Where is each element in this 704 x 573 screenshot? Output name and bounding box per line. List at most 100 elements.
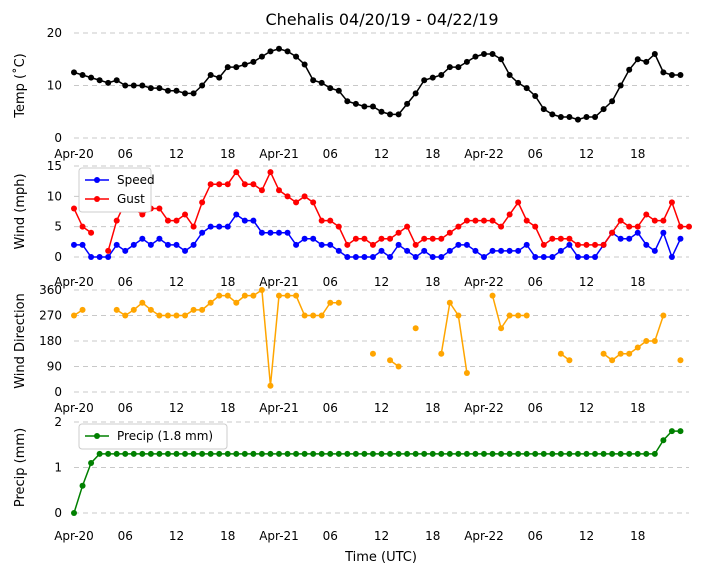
data-point — [310, 450, 317, 457]
x-tick-label: Apr-20 — [54, 147, 94, 161]
data-point — [267, 450, 274, 457]
data-point — [71, 510, 77, 516]
data-point — [677, 72, 684, 78]
x-tick-label: 12 — [579, 275, 594, 289]
data-point — [361, 254, 368, 260]
data-point — [481, 450, 487, 457]
panel-wind: 0 5 10 15 Wind (mph) Apr-20 06 12 18 Apr-21 06 12 18… — [13, 159, 692, 289]
x-tick-label: 06 — [528, 529, 543, 543]
data-point — [387, 111, 394, 118]
x-tick-label: 06 — [323, 147, 338, 161]
data-point — [284, 292, 291, 299]
data-point — [532, 223, 539, 230]
x-tick-label: Apr-21 — [259, 147, 299, 161]
data-point — [71, 312, 77, 319]
data-point — [139, 211, 146, 218]
x-tick-label: 18 — [425, 401, 440, 415]
data-point — [96, 77, 103, 84]
data-point — [258, 450, 265, 457]
data-point — [404, 223, 411, 230]
data-point — [532, 254, 539, 260]
data-point — [113, 450, 120, 457]
data-point — [224, 181, 231, 188]
data-point — [378, 450, 385, 457]
data-point — [164, 87, 171, 94]
data-point — [651, 51, 658, 57]
data-point — [566, 235, 573, 242]
x-tick-label: 06 — [118, 147, 133, 161]
data-point — [626, 223, 633, 230]
data-point — [71, 241, 77, 248]
data-point — [327, 450, 334, 457]
x-tick-label: 12 — [374, 147, 389, 161]
data-point — [523, 450, 530, 457]
data-point — [164, 217, 171, 224]
data-point — [122, 312, 129, 319]
data-point — [310, 199, 317, 206]
x-tick-label: 18 — [630, 401, 645, 415]
legend-swatch-marker — [94, 196, 100, 202]
data-point — [438, 450, 445, 457]
data-point — [276, 450, 282, 457]
data-point — [233, 299, 240, 306]
data-point — [267, 169, 274, 176]
data-point — [216, 223, 223, 230]
data-point — [224, 450, 231, 457]
data-point — [105, 254, 112, 260]
data-point — [96, 254, 103, 260]
data-point — [498, 450, 505, 457]
data-point — [387, 357, 394, 364]
data-point — [156, 235, 163, 242]
data-point — [284, 48, 291, 55]
data-point — [660, 229, 667, 236]
data-point — [463, 217, 470, 224]
data-point — [668, 254, 675, 260]
data-point — [421, 450, 428, 457]
data-point — [130, 306, 137, 313]
data-point — [626, 235, 633, 242]
series-line — [73, 47, 681, 121]
data-point — [566, 241, 573, 248]
data-point — [506, 72, 513, 78]
data-point — [258, 53, 265, 60]
data-point — [182, 90, 189, 97]
x-tick-label: 06 — [323, 529, 338, 543]
data-point — [677, 223, 684, 230]
data-point — [429, 450, 436, 457]
data-point — [173, 450, 180, 457]
x-tick-label: 06 — [118, 529, 133, 543]
data-point — [506, 312, 513, 319]
data-point — [574, 254, 581, 260]
data-point — [344, 241, 351, 248]
data-point — [190, 450, 197, 457]
data-point — [617, 82, 624, 89]
data-point — [293, 241, 300, 248]
data-point — [71, 205, 77, 212]
data-point — [566, 114, 573, 120]
data-point — [378, 108, 385, 115]
x-tick-label: 06 — [118, 275, 133, 289]
data-point — [190, 306, 197, 313]
data-point — [446, 64, 453, 71]
data-point — [241, 61, 248, 68]
data-point — [344, 254, 351, 260]
data-point — [455, 450, 462, 457]
data-point — [335, 223, 342, 230]
data-point — [369, 450, 376, 457]
data-point — [199, 82, 206, 89]
data-point — [592, 254, 599, 260]
data-point — [122, 247, 129, 254]
data-point — [489, 217, 496, 224]
data-point — [207, 299, 214, 306]
data-point — [182, 450, 189, 457]
data-point — [250, 450, 257, 457]
x-tick-label: Apr-20 — [54, 401, 94, 415]
series-line — [603, 315, 665, 362]
data-point — [609, 98, 616, 105]
data-point — [327, 299, 334, 306]
data-point — [446, 229, 453, 236]
series-line — [107, 170, 689, 252]
data-point — [532, 93, 539, 99]
legend-label: Gust — [117, 192, 145, 206]
data-point — [130, 450, 137, 457]
